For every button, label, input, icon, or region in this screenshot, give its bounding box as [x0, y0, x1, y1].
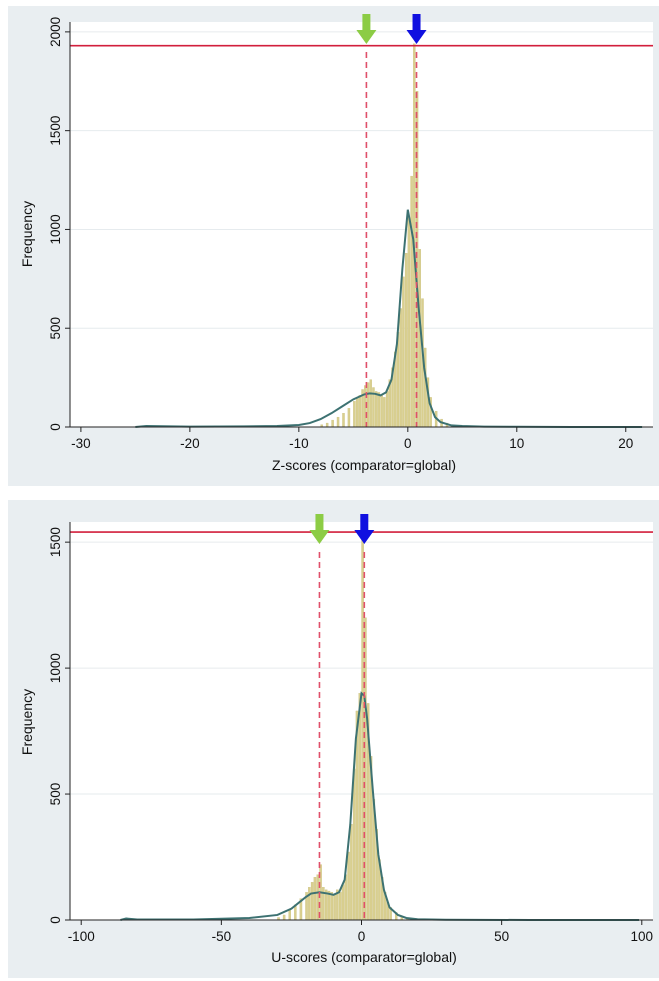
x-tick-label: 0	[358, 929, 366, 944]
z-scores-histogram: -30 -20 -10 0 10 20 0 500 1000 1500 2000 Z-scores …	[19, 14, 653, 473]
histogram-bar	[413, 43, 416, 428]
x-tick-label: 10	[509, 436, 524, 451]
histogram-bar	[342, 413, 345, 428]
x-tick-label: -50	[212, 929, 232, 944]
histogram-bar	[358, 395, 362, 428]
histogram-bar	[399, 308, 402, 428]
histogram-bar	[374, 391, 378, 428]
x-tick-label: 100	[631, 929, 654, 944]
histogram-bar	[338, 892, 342, 921]
histogram-bar	[327, 890, 331, 921]
y-tick-label: 1000	[48, 214, 63, 244]
histogram-bar	[410, 175, 413, 428]
x-tick-label: -20	[180, 436, 200, 451]
density-curve	[120, 691, 639, 921]
reference-lines	[70, 14, 653, 427]
histogram-bar	[366, 382, 370, 428]
y-axis-label: Frequency	[19, 201, 35, 267]
x-tick-label: -30	[71, 436, 91, 451]
histogram-bar	[310, 882, 314, 921]
reference-lines	[70, 514, 653, 920]
histogram-bar	[361, 536, 364, 921]
grid-lines	[70, 22, 653, 427]
green-arrow-icon	[309, 514, 330, 544]
histogram-bar	[308, 887, 311, 921]
histogram-bar	[316, 874, 320, 921]
histogram-bar	[350, 824, 353, 921]
y-tick-label: 1500	[48, 527, 63, 557]
chart-panel-z-scores: -30 -20 -10 0 10 20 0 500 1000 1500 2000 Z-scores …	[8, 6, 659, 486]
y-axis-label: Frequency	[19, 689, 35, 755]
histogram-bar	[313, 877, 317, 921]
histogram-bar	[347, 408, 351, 428]
plot-area	[70, 22, 653, 427]
x-tick-label: 50	[494, 929, 509, 944]
histogram-bar	[358, 693, 362, 921]
histogram-bar	[385, 391, 389, 428]
histogram-bar	[402, 276, 405, 428]
histogram-bar	[383, 397, 386, 428]
axes	[69, 22, 653, 428]
histogram-bar	[369, 379, 372, 428]
histogram-bar	[341, 884, 345, 921]
density-line	[135, 209, 643, 428]
y-tick-label: 1500	[48, 116, 63, 146]
blue-arrow-icon	[406, 14, 427, 44]
density-curve	[135, 209, 643, 428]
y-tick-label: 0	[48, 423, 63, 431]
x-tick-label: 0	[404, 436, 412, 451]
histogram-bar	[404, 252, 408, 428]
histogram-bar	[344, 874, 348, 921]
histogram-bar	[380, 395, 383, 428]
x-tick-label: -100	[68, 929, 95, 944]
histogram-bars	[277, 536, 409, 921]
y-tick-label: 0	[48, 916, 63, 924]
histogram-bar	[333, 894, 336, 921]
x-axis-label: Z-scores (comparator=global)	[272, 457, 456, 473]
green-arrow-icon	[356, 14, 377, 44]
y-tick-label: 500	[48, 783, 63, 806]
x-axis-label: U-scores (comparator=global)	[271, 949, 457, 965]
x-tick-label: 20	[618, 436, 633, 451]
histogram-bar	[336, 416, 340, 428]
histogram-bar	[377, 392, 381, 428]
histogram-bar	[288, 909, 291, 921]
chart-panel-u-scores: -100 -50 0 50 100 0 500 1000 1500 U-scores (comp…	[8, 500, 659, 978]
histogram-bar	[330, 892, 334, 921]
x-tick-label: -10	[289, 436, 309, 451]
histogram-bar	[407, 217, 411, 428]
histogram-bar	[424, 347, 427, 428]
histogram-bar	[355, 398, 359, 428]
histogram-bar	[325, 422, 329, 428]
y-tick-label: 500	[48, 317, 63, 340]
histogram-bar	[331, 419, 334, 428]
histogram-bar	[282, 914, 286, 921]
histogram-bar	[353, 401, 356, 428]
y-tick-label: 1000	[48, 653, 63, 683]
blue-arrow-icon	[354, 514, 375, 544]
y-tick-label: 2000	[48, 17, 63, 47]
density-line	[120, 691, 639, 921]
tick-labels: -30 -20 -10 0 10 20 0 500 1000 1500 2000	[48, 17, 633, 451]
histogram-bar	[347, 851, 350, 921]
